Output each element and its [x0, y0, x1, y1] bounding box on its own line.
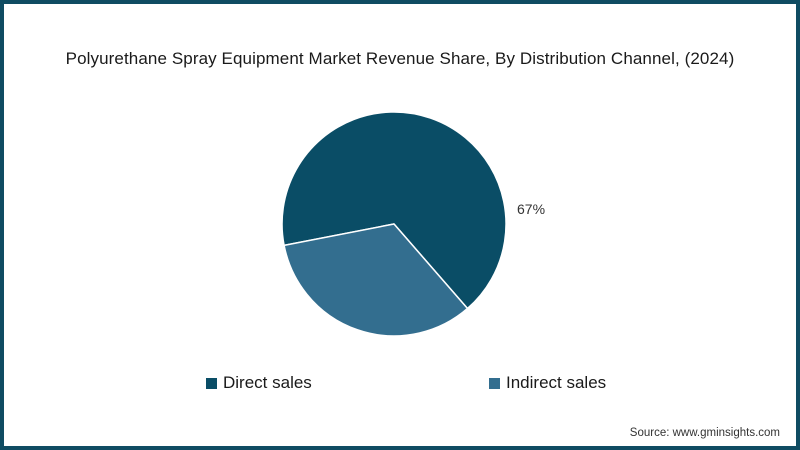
legend-swatch-direct-icon [206, 377, 217, 389]
legend-item-direct-sales[interactable]: Direct sales [206, 373, 312, 393]
legend-label-direct-sales: Direct sales [223, 373, 312, 392]
legend-label-indirect-sales: Indirect sales [506, 373, 607, 392]
source-note: Source: www.gminsights.com [629, 427, 780, 439]
legend-swatch-indirect-icon [489, 377, 500, 389]
pie-slice-direct-sales[interactable] [281, 111, 507, 310]
data-label-direct-sales: 67% [517, 201, 546, 217]
pie-slice-indirect-sales[interactable] [283, 223, 469, 337]
legend-item-indirect-sales[interactable]: Indirect sales [489, 373, 606, 393]
chart-title: Polyurethane Spray Equipment Market Reve… [65, 49, 735, 68]
